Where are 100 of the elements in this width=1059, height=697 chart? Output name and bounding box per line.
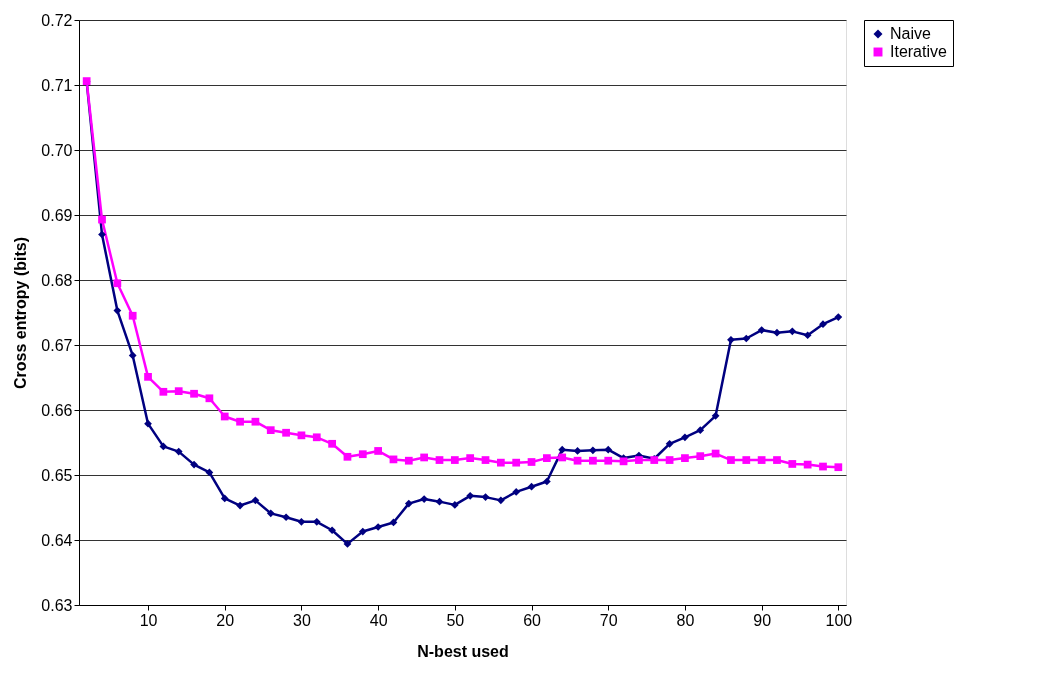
point [282,513,290,522]
point [374,447,382,455]
point [757,456,766,464]
x-tick-label: 40 [369,611,388,629]
point [297,517,306,526]
point [773,456,781,464]
x-tick-label: 90 [753,611,772,629]
point [435,456,444,464]
point [236,417,244,426]
point [420,453,429,462]
point [788,460,797,468]
point [404,456,413,465]
point [205,468,214,477]
point [696,452,705,461]
y-tick-label: 0.71 [41,76,73,94]
point [757,326,766,334]
point [589,456,597,465]
point [113,306,122,315]
point [665,439,674,448]
point [635,456,643,464]
point [236,501,244,510]
point [450,456,459,464]
point [543,454,551,462]
y-tick-label: 0.69 [41,206,73,224]
point [711,411,720,420]
x-tick-label: 30 [293,611,311,629]
y-tick-label: 0.65 [41,466,73,484]
point [328,526,336,535]
point [113,279,122,288]
point [450,501,459,509]
point [128,311,137,320]
point [297,431,306,440]
point [328,439,336,448]
y-axis-title: Cross entropy (bits) [12,236,30,390]
point [496,496,505,505]
point [589,446,597,455]
point [803,331,812,340]
point [251,496,260,505]
point [512,458,521,467]
point [696,426,705,435]
point [558,445,567,454]
point [466,454,475,462]
x-axis-title: N-best used [417,642,509,660]
point [174,447,183,456]
point [343,452,352,461]
x-tick-label: 60 [523,611,542,629]
point [312,433,321,442]
x-tick-label: 10 [139,611,158,629]
point [358,527,367,536]
point [159,442,168,451]
legend-label: Iterative [890,43,948,60]
point [266,509,275,518]
point [604,456,613,465]
point [619,457,628,466]
point [819,320,827,329]
point [220,412,229,421]
point [358,450,367,459]
point [819,462,827,471]
point [144,372,152,381]
point [220,494,229,503]
point [742,334,751,343]
point [343,540,352,548]
point [159,387,168,396]
point [466,491,475,500]
x-tick-label: 20 [216,611,235,629]
y-tick-label: 0.72 [41,11,73,29]
point [420,495,429,503]
point [527,482,536,491]
point [681,433,689,442]
point [435,497,444,506]
y-tick-label: 0.63 [41,596,73,614]
point [205,394,214,403]
y-tick-label: 0.64 [41,531,73,549]
point [573,456,582,465]
point [543,477,551,486]
point [128,351,137,360]
point [681,454,689,462]
point [773,328,781,337]
point [834,463,843,472]
point [174,387,183,396]
point [573,447,582,455]
point [604,445,613,454]
point [190,389,198,398]
point [834,313,843,321]
point [727,335,735,344]
y-tick-label: 0.68 [41,271,73,289]
point [512,488,521,496]
point [98,215,106,224]
x-tick-label: 100 [825,611,853,629]
point [98,230,106,239]
x-tick-label: 50 [446,611,465,629]
y-tick-label: 0.66 [41,401,73,419]
point [742,456,751,464]
point [374,523,382,531]
point [404,499,413,508]
point [266,426,275,435]
point [312,517,321,526]
x-tick-label: 70 [599,611,618,629]
point [496,458,505,467]
point [527,458,536,466]
